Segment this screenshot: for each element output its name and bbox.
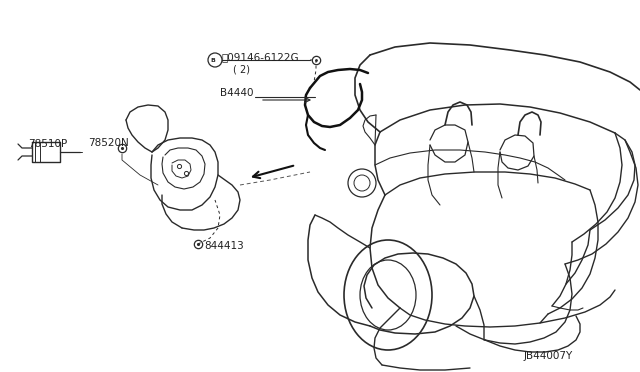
- Text: 78520N: 78520N: [88, 138, 129, 148]
- Text: 844413: 844413: [204, 241, 244, 251]
- Text: B: B: [211, 58, 216, 62]
- Text: JB44007Y: JB44007Y: [524, 351, 573, 361]
- Text: Ⓒ09146-6122G: Ⓒ09146-6122G: [222, 52, 300, 62]
- Text: 78510P: 78510P: [28, 139, 67, 149]
- Text: B4440: B4440: [220, 88, 253, 98]
- Text: ( 2): ( 2): [233, 65, 250, 75]
